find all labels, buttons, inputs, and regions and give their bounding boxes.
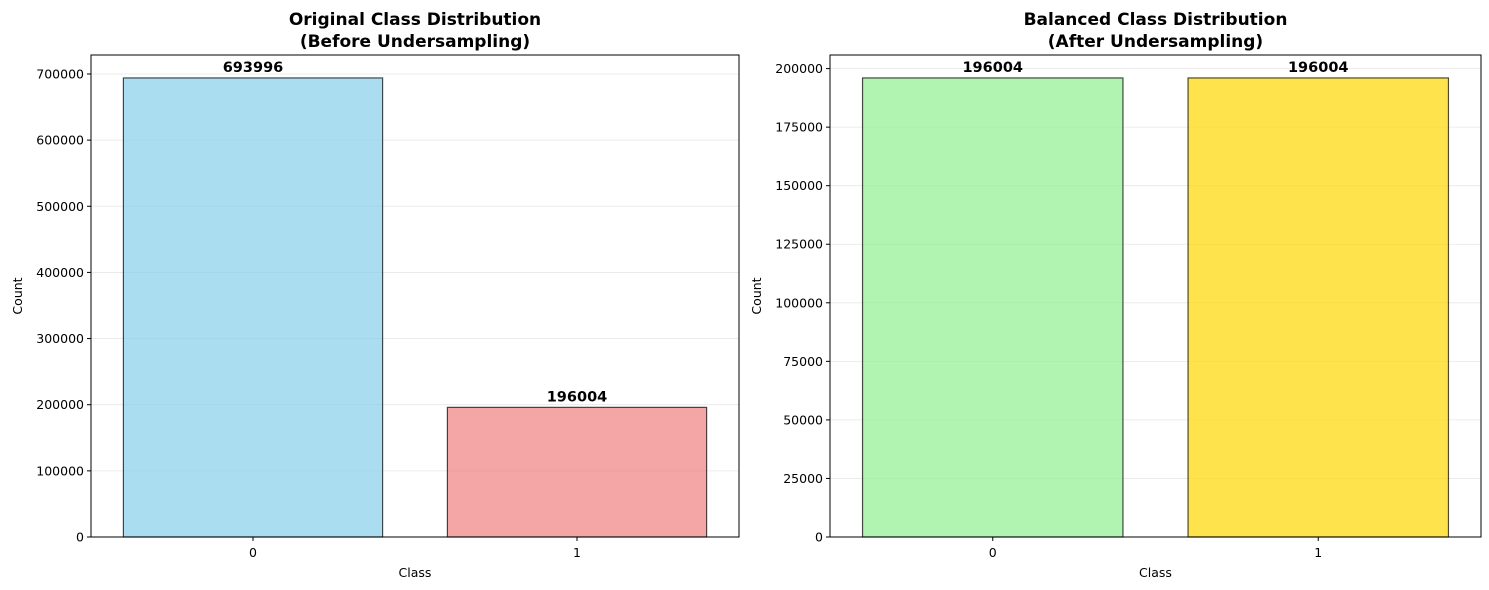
bar-value-label: 693996 xyxy=(223,60,284,76)
y-tick-label: 0 xyxy=(76,530,84,545)
y-axis-label: Count xyxy=(749,277,764,314)
x-tick-label: 1 xyxy=(1314,545,1322,560)
x-axis-label: Class xyxy=(399,565,432,580)
chart-title: Balanced Class Distribution xyxy=(1024,10,1288,30)
y-tick-label: 100000 xyxy=(36,463,84,478)
bar-class-1 xyxy=(1187,77,1450,538)
y-tick-label: 150000 xyxy=(775,178,823,193)
y-tick-label: 600000 xyxy=(36,133,84,148)
y-tick-label: 700000 xyxy=(36,66,84,81)
chart-balanced-distribution: 0 25000 50000 75000 100000 125000 150000 175000… xyxy=(749,10,1482,580)
x-tick-label: 0 xyxy=(989,545,997,560)
x-axis-label: Class xyxy=(1139,565,1172,580)
chart-subtitle: (After Undersampling) xyxy=(1048,32,1263,52)
x-tick-label: 1 xyxy=(573,545,581,560)
y-tick-label: 75000 xyxy=(783,354,823,369)
bar-value-label: 196004 xyxy=(547,389,608,405)
y-tick-label: 50000 xyxy=(783,412,823,427)
axes-frame xyxy=(829,54,1482,538)
y-tick-label: 300000 xyxy=(36,331,84,346)
chart-original-distribution: 0 100000 200000 300000 400000 500000 600000 700… xyxy=(10,10,740,580)
y-tick-label: 200000 xyxy=(775,61,823,76)
y-tick-label: 25000 xyxy=(783,471,823,486)
bar-class-0 xyxy=(861,77,1124,538)
chart-subtitle: (Before Undersampling) xyxy=(300,32,530,52)
y-tick-label: 100000 xyxy=(775,295,823,310)
y-tick-label: 500000 xyxy=(36,199,84,214)
y-tick-label: 125000 xyxy=(775,237,823,252)
axes-frame xyxy=(90,54,740,538)
bar-value-label: 196004 xyxy=(962,60,1023,76)
bar-class-1 xyxy=(446,406,708,538)
y-tick-label: 175000 xyxy=(775,120,823,135)
bar-class-0 xyxy=(122,77,384,538)
x-tick-label: 0 xyxy=(249,545,257,560)
y-tick-label: 400000 xyxy=(36,265,84,280)
y-axis-label: Count xyxy=(10,277,25,314)
y-tick-label: 200000 xyxy=(36,397,84,412)
y-tick-label: 0 xyxy=(815,530,823,545)
bar-value-label: 196004 xyxy=(1288,60,1349,76)
chart-title: Original Class Distribution xyxy=(289,10,541,30)
